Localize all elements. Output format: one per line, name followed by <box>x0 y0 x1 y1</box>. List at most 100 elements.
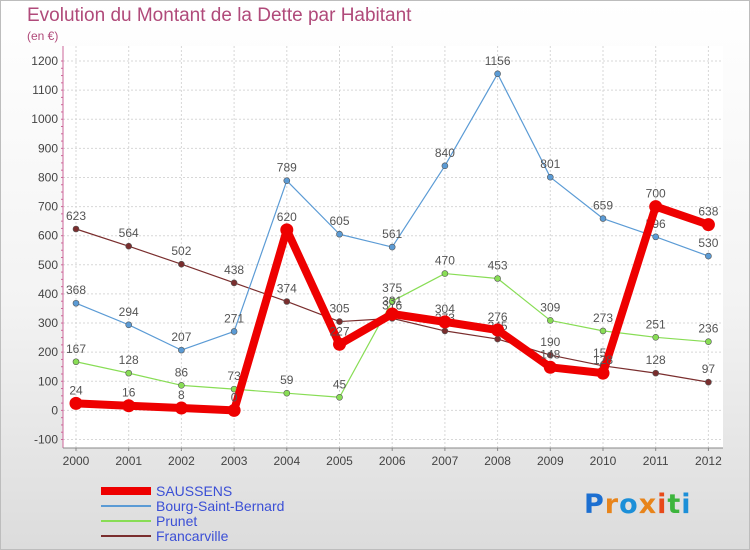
data-point <box>122 399 136 413</box>
data-label: 271 <box>224 311 244 325</box>
data-label: 316 <box>382 298 402 312</box>
data-label: 638 <box>698 205 718 219</box>
legend-swatch <box>101 487 151 495</box>
data-label: 502 <box>171 244 191 258</box>
data-point <box>705 338 712 345</box>
data-point <box>283 177 291 184</box>
data-point <box>652 369 660 377</box>
legend-label: SAUSSENS <box>156 483 233 499</box>
x-tick-label: 2006 <box>379 454 406 468</box>
y-tick-label: 900 <box>38 141 58 155</box>
data-point <box>701 218 715 232</box>
logo-letter: t <box>667 489 682 520</box>
data-label: 236 <box>698 322 718 336</box>
data-point <box>494 275 501 282</box>
data-point <box>385 307 399 321</box>
data-point <box>125 242 132 250</box>
data-label: 73 <box>227 369 241 383</box>
x-tick-label: 2008 <box>484 454 511 468</box>
data-label: 227 <box>329 324 349 338</box>
data-label: 470 <box>435 254 455 268</box>
data-label: 128 <box>119 353 139 367</box>
data-label: 801 <box>540 157 560 171</box>
y-tick-label: 1000 <box>31 112 58 126</box>
data-point <box>174 401 188 415</box>
data-point <box>230 328 238 335</box>
data-point <box>283 298 291 305</box>
data-point <box>543 360 557 374</box>
data-label: 564 <box>119 226 139 240</box>
data-point <box>438 315 452 329</box>
data-point <box>705 252 712 260</box>
y-tick-label: 1200 <box>31 54 58 68</box>
data-label: 207 <box>171 330 191 344</box>
data-point <box>336 230 343 238</box>
y-tick-label: 200 <box>38 345 58 359</box>
legend-swatch <box>101 535 151 537</box>
data-label: 789 <box>277 161 297 175</box>
y-tick-label: 300 <box>38 316 58 330</box>
data-point <box>230 279 238 287</box>
data-point <box>441 327 449 335</box>
x-tick-label: 2003 <box>221 454 248 468</box>
data-point <box>125 369 132 377</box>
data-point <box>546 173 554 181</box>
y-tick-label: 1100 <box>32 83 58 97</box>
data-label: 304 <box>435 302 455 316</box>
x-tick-label: 2005 <box>326 454 353 468</box>
data-point <box>441 270 449 277</box>
data-label: 840 <box>435 146 455 160</box>
data-label: 276 <box>488 310 508 324</box>
data-label: 273 <box>593 311 613 325</box>
logo-letter: o <box>619 489 639 520</box>
legend-label: Prunet <box>156 513 198 529</box>
x-tick-label: 2010 <box>590 454 617 468</box>
data-point <box>652 233 660 241</box>
y-tick-label: 400 <box>38 287 58 301</box>
x-tick-label: 2011 <box>643 454 669 468</box>
data-label: 97 <box>702 362 716 376</box>
data-point <box>494 335 501 343</box>
data-point <box>546 351 554 359</box>
logo-letter: x <box>638 489 658 520</box>
data-point <box>596 366 610 380</box>
data-point <box>280 223 294 237</box>
data-label: 309 <box>540 300 560 314</box>
data-point <box>652 334 660 341</box>
data-label: 620 <box>277 210 297 224</box>
legend-swatch <box>101 520 151 522</box>
data-label: 190 <box>540 335 560 349</box>
data-point <box>649 200 663 214</box>
data-label: 561 <box>382 227 402 241</box>
data-label: 0 <box>231 390 238 404</box>
data-point <box>336 318 343 325</box>
data-label: 700 <box>646 187 666 201</box>
data-label: 305 <box>329 302 349 316</box>
x-tick-label: 2001 <box>115 454 142 468</box>
data-point <box>72 225 80 233</box>
data-label: 59 <box>280 373 294 387</box>
data-point <box>283 389 291 397</box>
data-point <box>599 327 607 335</box>
data-point <box>125 321 132 329</box>
data-point <box>546 317 554 324</box>
data-label: 659 <box>593 199 613 213</box>
proxiti-logo: Proxiti <box>584 489 692 520</box>
data-point <box>69 396 83 410</box>
data-point <box>178 382 185 389</box>
data-label: 623 <box>66 209 86 223</box>
data-point <box>491 323 505 337</box>
data-label: 368 <box>66 283 86 297</box>
x-tick-label: 2004 <box>273 454 300 468</box>
y-tick-label: 0 <box>51 403 58 417</box>
data-point <box>72 358 80 366</box>
logo-letter: i <box>681 489 692 520</box>
data-label: 148 <box>540 347 560 361</box>
data-label: 331 <box>382 294 402 308</box>
data-label: 128 <box>593 353 613 367</box>
data-point <box>72 299 80 307</box>
data-point <box>599 215 607 222</box>
data-point <box>388 297 396 305</box>
data-point <box>336 393 343 401</box>
data-point <box>705 378 712 386</box>
